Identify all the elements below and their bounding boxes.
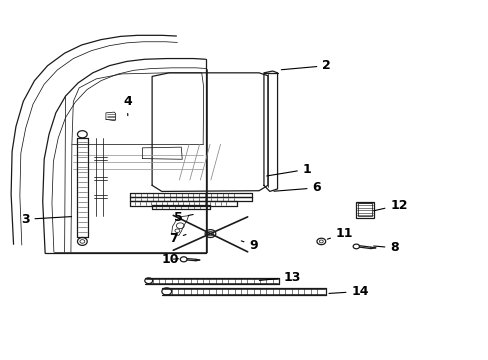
Text: 14: 14: [328, 285, 368, 298]
Bar: [358, 203, 371, 216]
Text: 8: 8: [373, 241, 398, 255]
Text: 6: 6: [273, 181, 321, 194]
Text: 5: 5: [174, 211, 193, 224]
Text: 12: 12: [373, 198, 407, 212]
Text: 7: 7: [169, 233, 185, 246]
Text: 1: 1: [266, 163, 311, 176]
Text: 11: 11: [326, 227, 353, 240]
Text: 13: 13: [259, 271, 300, 284]
Text: 9: 9: [241, 239, 258, 252]
Bar: [356, 202, 373, 217]
Text: 2: 2: [281, 59, 330, 72]
Text: 3: 3: [21, 213, 71, 226]
Text: 4: 4: [122, 95, 131, 116]
Text: 10: 10: [162, 253, 179, 266]
